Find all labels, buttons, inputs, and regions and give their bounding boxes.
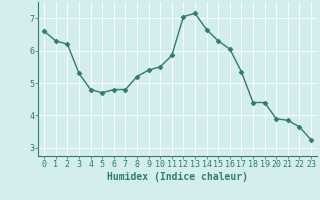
X-axis label: Humidex (Indice chaleur): Humidex (Indice chaleur) xyxy=(107,172,248,182)
